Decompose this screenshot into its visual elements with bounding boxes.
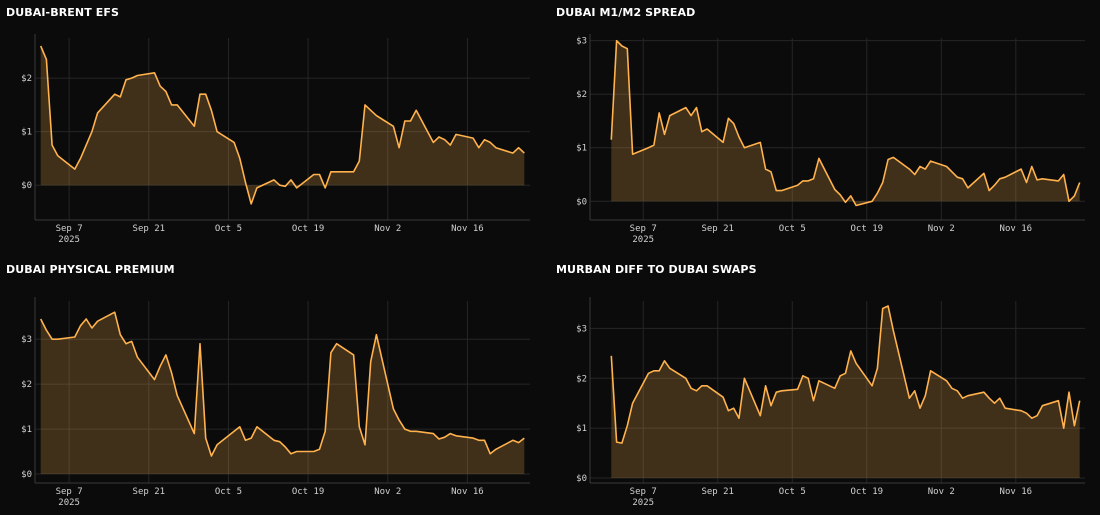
panel-dubai-physical-premium: DUBAI PHYSICAL PREMIUM $0 $1 $2 $3 Sep 7 2025… <box>0 257 550 514</box>
x-tick-label: Nov 16 <box>1000 487 1033 497</box>
x-tick-label: Oct 5 <box>779 224 806 234</box>
series-area <box>611 306 1080 478</box>
series-area <box>611 40 1080 206</box>
y-tick-label: $0 <box>576 197 587 207</box>
y-tick-label: $0 <box>576 474 587 484</box>
x-tick-label: Nov 16 <box>451 224 484 234</box>
x-year-label: 2025 <box>632 498 654 508</box>
y-tick-label: $1 <box>21 425 32 435</box>
panel-dubai-m1m2-spread: DUBAI M1/M2 SPREAD $0 $1 $2 $3 Sep 7 2025 Sep … <box>550 0 1100 257</box>
x-tick-label: Sep 7 <box>56 224 83 234</box>
chart-title: DUBAI PHYSICAL PREMIUM <box>6 263 175 276</box>
x-tick-label: Nov 2 <box>928 487 955 497</box>
chart-title: DUBAI M1/M2 SPREAD <box>556 6 696 19</box>
x-tick-label: Sep 7 <box>630 487 657 497</box>
panel-murban-diff-to-dubai-swaps: MURBAN DIFF TO DUBAI SWAPS $0 $1 $2 $3 Sep 7… <box>550 257 1100 514</box>
x-tick-label: Sep 21 <box>701 224 734 234</box>
series-line <box>39 45 525 205</box>
y-tick-label: $2 <box>576 374 587 384</box>
x-tick-label: Oct 5 <box>215 487 242 497</box>
y-tick-label: $3 <box>21 335 32 345</box>
series-line <box>610 305 1081 444</box>
x-tick-label: Oct 19 <box>292 487 325 497</box>
x-tick-label: Oct 19 <box>292 224 325 234</box>
y-tick-label: $3 <box>576 324 587 334</box>
series-area <box>40 46 525 204</box>
x-tick-label: Oct 5 <box>779 487 806 497</box>
x-year-label: 2025 <box>58 498 80 508</box>
series-line <box>39 311 525 457</box>
x-tick-label: Oct 19 <box>851 224 884 234</box>
x-tick-label: Sep 21 <box>133 487 166 497</box>
y-tick-label: $2 <box>576 90 587 100</box>
chart-title: MURBAN DIFF TO DUBAI SWAPS <box>556 263 757 276</box>
x-tick-label: Nov 16 <box>451 487 484 497</box>
y-tick-label: $1 <box>576 144 587 154</box>
y-tick-label: $2 <box>21 74 32 84</box>
y-tick-label: $1 <box>576 424 587 434</box>
x-year-label: 2025 <box>58 235 80 245</box>
series-area <box>40 312 525 474</box>
x-tick-label: Nov 2 <box>928 224 955 234</box>
panel-dubai-brent-efs: DUBAI-BRENT EFS $0 $1 $2 Sep 7 2025 Sep 21 Oct… <box>0 0 550 257</box>
series-line <box>610 39 1081 207</box>
y-tick-label: $3 <box>576 37 587 47</box>
y-tick-label: $0 <box>21 181 32 191</box>
x-tick-label: Sep 7 <box>56 487 83 497</box>
x-tick-label: Nov 2 <box>374 224 401 234</box>
x-tick-label: Sep 21 <box>701 487 734 497</box>
x-tick-label: Oct 19 <box>851 487 884 497</box>
x-tick-label: Sep 21 <box>133 224 166 234</box>
x-tick-label: Oct 5 <box>215 224 242 234</box>
y-tick-label: $1 <box>21 128 32 138</box>
x-tick-label: Sep 7 <box>630 224 657 234</box>
chart-title: DUBAI-BRENT EFS <box>6 6 119 19</box>
y-tick-label: $0 <box>21 470 32 480</box>
x-tick-label: Nov 16 <box>1000 224 1033 234</box>
y-tick-label: $2 <box>21 380 32 390</box>
x-tick-label: Nov 2 <box>374 487 401 497</box>
x-year-label: 2025 <box>632 235 654 245</box>
